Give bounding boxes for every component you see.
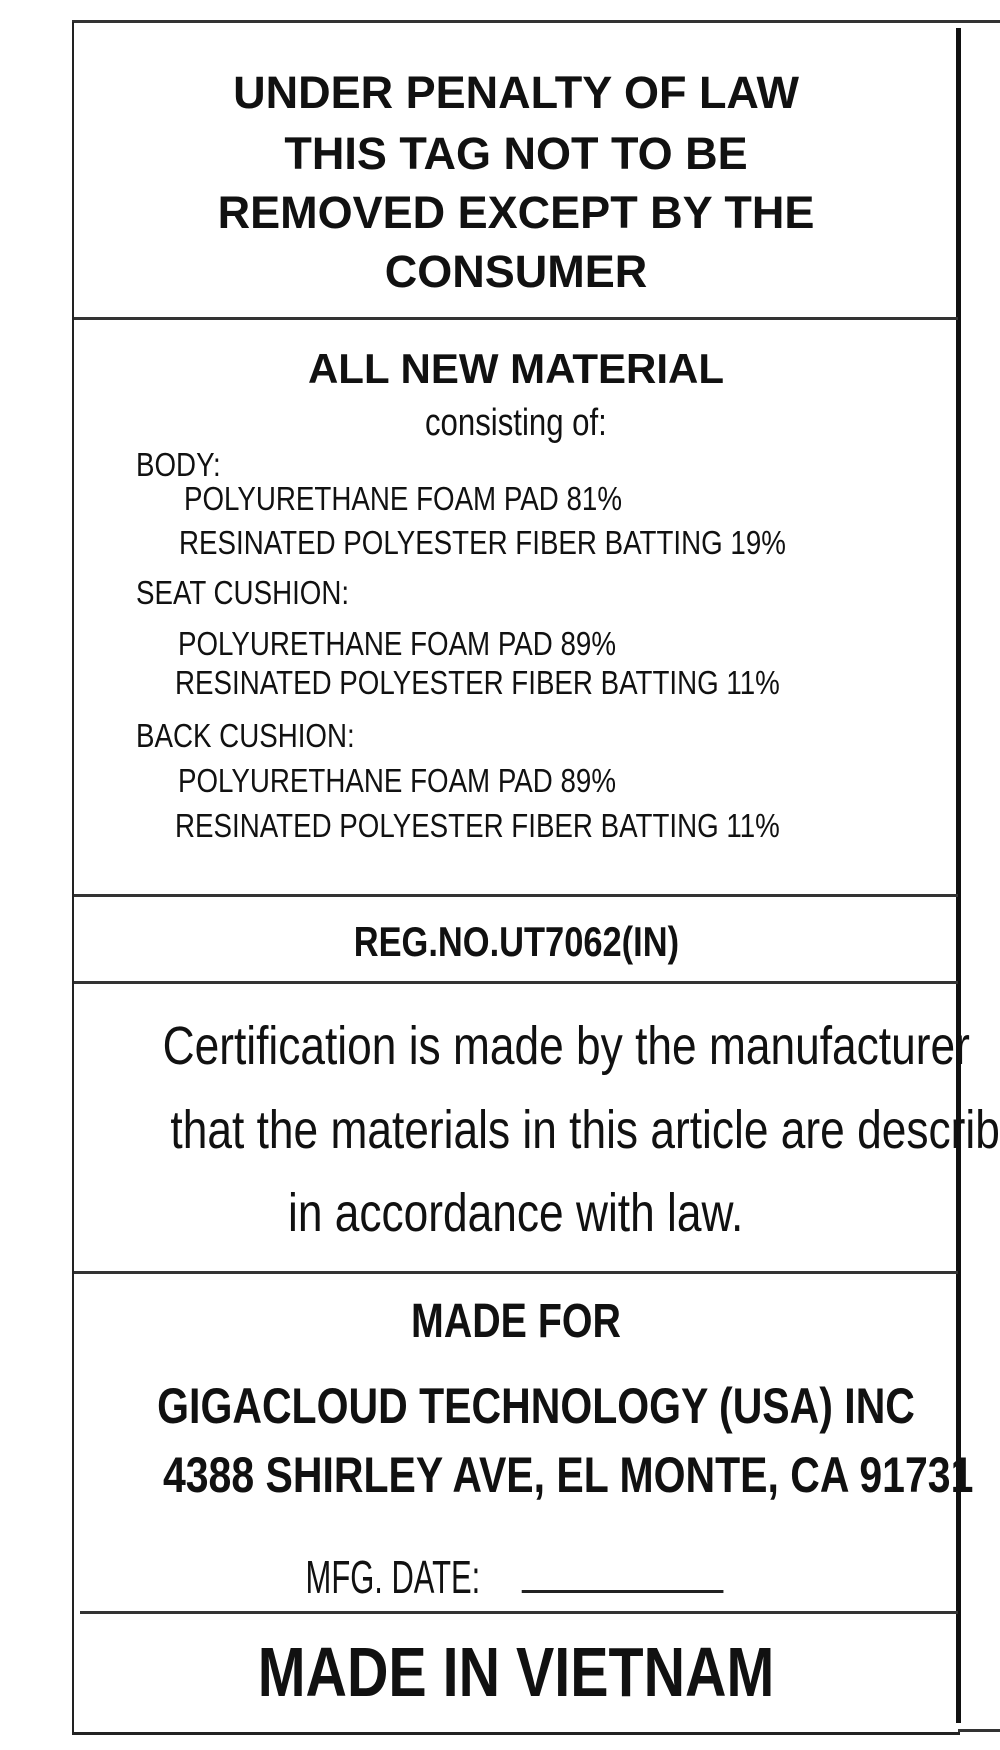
material-item: POLYURETHANE FOAM PAD 81% (184, 480, 622, 517)
divider (80, 1611, 958, 1614)
section-label-body: BODY: (136, 446, 221, 483)
warning-line: CONSUMER (384, 246, 648, 297)
certification-line: that the materials in this article are d… (170, 1100, 1000, 1160)
mfg-date: MFG. DATE: (74, 1550, 958, 1600)
tag-right-border (956, 28, 961, 1723)
mfg-date-label: MFG. DATE: (305, 1551, 481, 1603)
divider (74, 981, 958, 984)
registration-number: REG.NO.UT7062(IN) (353, 918, 679, 965)
warning-line: UNDER PENALTY OF LAW (233, 67, 799, 118)
certification-line: in accordance with law. (288, 1183, 744, 1243)
warning-line: THIS TAG NOT TO BE (284, 128, 748, 179)
mfg-date-field (521, 1550, 724, 1593)
section-label-back-cushion: BACK CUSHION: (136, 717, 355, 754)
material-item: RESINATED POLYESTER FIBER BATTING 11% (175, 664, 780, 701)
material-item: RESINATED POLYESTER FIBER BATTING 19% (179, 524, 786, 561)
materials-subheading: consisting of: (425, 402, 607, 444)
divider (74, 1271, 958, 1274)
country-of-origin: MADE IN VIETNAM (257, 1633, 775, 1711)
material-item: POLYURETHANE FOAM PAD 89% (178, 625, 616, 662)
company-name: GIGACLOUD TECHNOLOGY (USA) INC (157, 1378, 915, 1434)
warning-line: REMOVED EXCEPT BY THE (217, 187, 815, 238)
tag-top-border (72, 20, 1000, 23)
section-label-seat-cushion: SEAT CUSHION: (136, 574, 350, 611)
tag-bottom-border (958, 1729, 1000, 1732)
divider (74, 317, 958, 320)
materials-heading: ALL NEW MATERIAL (307, 345, 725, 392)
made-for-label: MADE FOR (411, 1295, 621, 1348)
material-item: POLYURETHANE FOAM PAD 89% (178, 762, 616, 799)
company-address: 4388 SHIRLEY AVE, EL MONTE, CA 91731 (162, 1447, 974, 1503)
certification-line: Certification is made by the manufacture… (162, 1016, 970, 1076)
law-tag (72, 22, 960, 1735)
divider (74, 894, 958, 897)
material-item: RESINATED POLYESTER FIBER BATTING 11% (175, 807, 780, 844)
